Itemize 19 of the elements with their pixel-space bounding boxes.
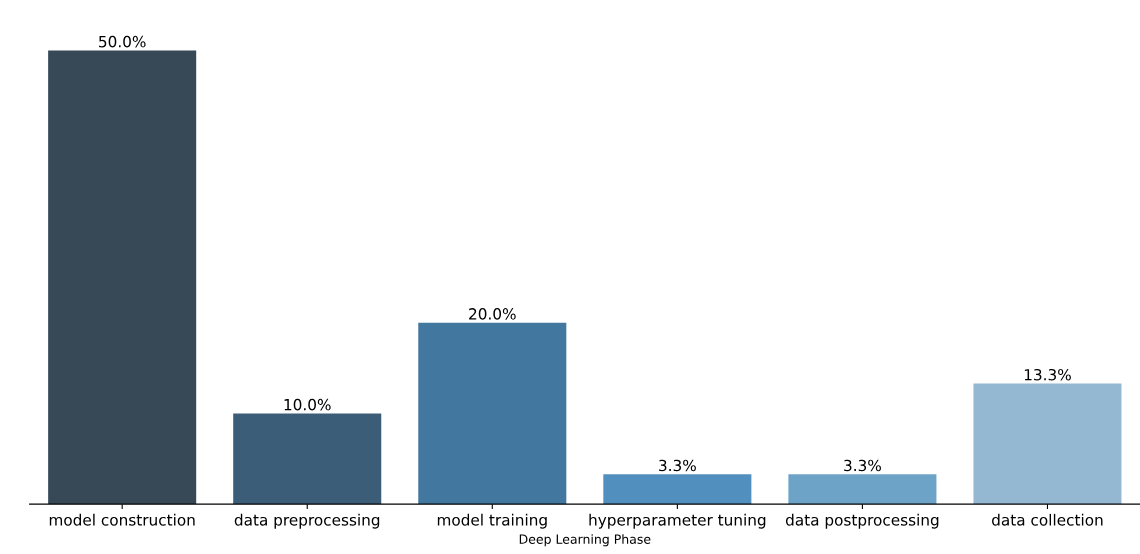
x-tick-label: data postprocessing xyxy=(785,513,939,529)
x-tick-label: data collection xyxy=(992,513,1103,526)
bar xyxy=(418,322,567,505)
data-label: 20.0% xyxy=(469,308,516,320)
data-label: 3.3% xyxy=(659,459,696,472)
x-tick-label: model training xyxy=(437,513,547,529)
x-tick-label: data preprocessing xyxy=(234,513,380,529)
bar xyxy=(48,50,197,505)
data-label: 10.0% xyxy=(284,398,331,411)
bar xyxy=(973,383,1122,505)
data-label: 50.0% xyxy=(99,35,146,48)
x-tick-label: hyperparameter tuning xyxy=(589,513,766,529)
x-tick-label: model construction xyxy=(49,513,195,526)
data-label: 3.3% xyxy=(844,459,881,472)
data-label: 13.3% xyxy=(1024,368,1071,381)
x-axis-title: Deep Learning Phase xyxy=(519,534,651,547)
bar xyxy=(603,474,752,505)
bar xyxy=(233,413,382,505)
bar xyxy=(788,474,937,505)
